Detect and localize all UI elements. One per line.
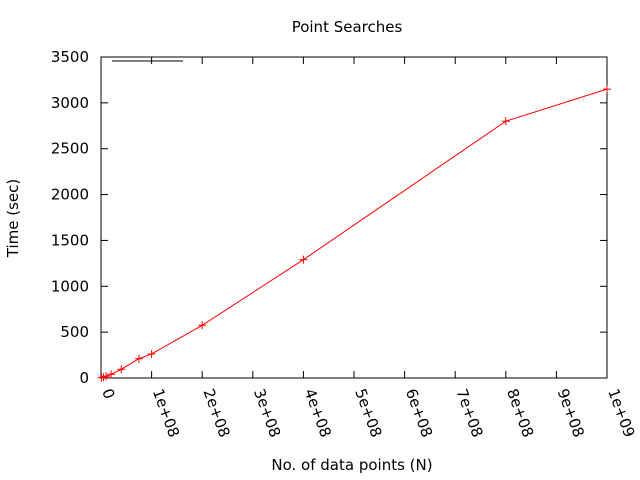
x-tick-label: 4e+08 — [301, 386, 335, 440]
data-point-marker — [299, 255, 308, 264]
data-point-marker — [107, 370, 116, 379]
x-axis-ticks: 0 1e+08 2e+08 3e+08 4e+08 5e+08 6e+08 7e+08 8e+0… — [98, 57, 638, 440]
y-tick-label: 1000 — [51, 277, 89, 295]
data-point-marker — [117, 365, 126, 374]
x-tick-label: 6e+08 — [402, 386, 436, 440]
x-tick-label: 5e+08 — [351, 386, 385, 440]
x-tick-label: 1e+09 — [604, 386, 638, 440]
y-tick-label: 0 — [79, 369, 89, 387]
data-point-marker — [603, 85, 611, 94]
series-group — [97, 85, 611, 382]
y-tick-label: 2500 — [51, 140, 89, 158]
y-tick-label: 2000 — [51, 186, 89, 204]
x-tick-label: 8e+08 — [503, 386, 537, 440]
y-tick-label: 1500 — [51, 231, 89, 249]
series-line — [101, 88, 608, 379]
y-tick-label: 3000 — [51, 94, 89, 112]
data-point-marker — [147, 349, 156, 358]
y-tick-label: 3500 — [51, 48, 89, 66]
x-tick-label: 2e+08 — [199, 386, 233, 440]
y-axis-ticks: 0 500 1000 1500 2000 2500 3000 3500 — [51, 48, 607, 387]
x-tick-label: 7e+08 — [452, 386, 486, 440]
x-tick-label: 3e+08 — [250, 386, 284, 440]
data-point-marker — [501, 117, 510, 126]
data-point-marker — [97, 373, 106, 382]
chart-title: Point Searches — [292, 18, 403, 36]
y-tick-label: 500 — [60, 323, 89, 341]
data-point-marker — [102, 372, 111, 381]
x-tick-label: 9e+08 — [554, 386, 588, 440]
x-tick-label: 1e+08 — [149, 386, 183, 440]
data-point-marker — [198, 321, 207, 330]
y-axis-label: Time (sec) — [4, 179, 22, 258]
plot-frame — [100, 56, 608, 379]
x-axis-label: No. of data points (N) — [271, 456, 432, 474]
x-tick-label: 0 — [98, 386, 118, 401]
data-point-marker — [134, 354, 143, 363]
